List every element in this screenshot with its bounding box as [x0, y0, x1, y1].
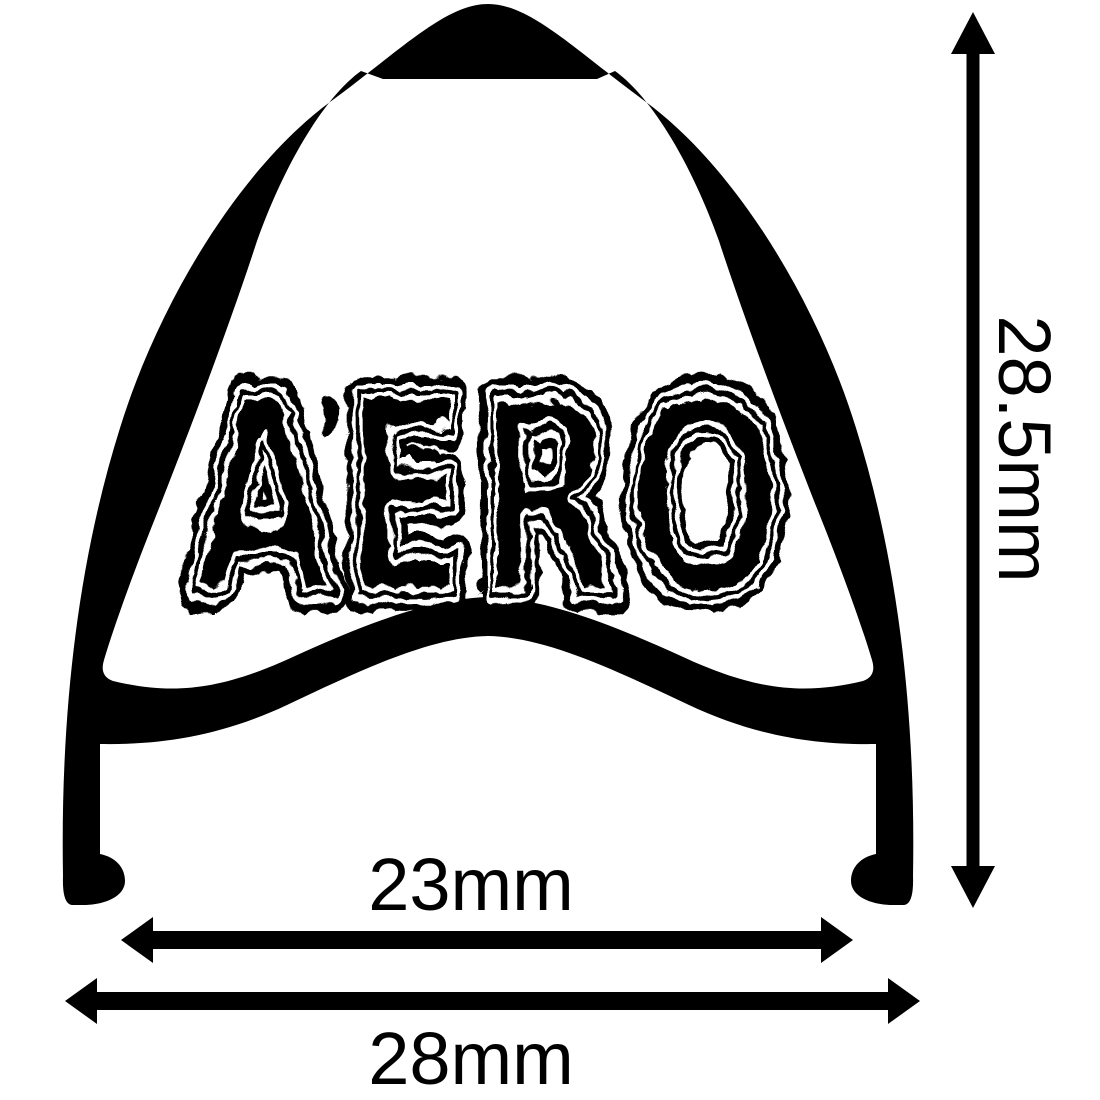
dimension-label-height: 28.5mm — [983, 315, 1066, 582]
arrowhead-left-icon — [65, 978, 97, 1024]
logo-tick-mark — [317, 391, 336, 433]
inner-width-dimension-arrow: 23mm — [121, 843, 853, 963]
dimension-label-outer-width: 28mm — [368, 1017, 574, 1100]
rim-profile — [62, 4, 914, 905]
aero-logo — [187, 333, 788, 654]
arrowhead-right-icon — [888, 978, 920, 1024]
arrowhead-down-icon — [951, 866, 995, 908]
logo-band-fill — [187, 333, 788, 654]
outer-width-dimension-arrow: 28mm — [65, 978, 920, 1100]
arrowhead-up-icon — [951, 12, 995, 54]
height-dimension-arrow: 28.5mm — [951, 12, 1066, 908]
arrowhead-left-icon — [121, 917, 153, 963]
dimension-label-inner-width: 23mm — [368, 843, 574, 926]
arrowhead-right-icon — [821, 917, 853, 963]
